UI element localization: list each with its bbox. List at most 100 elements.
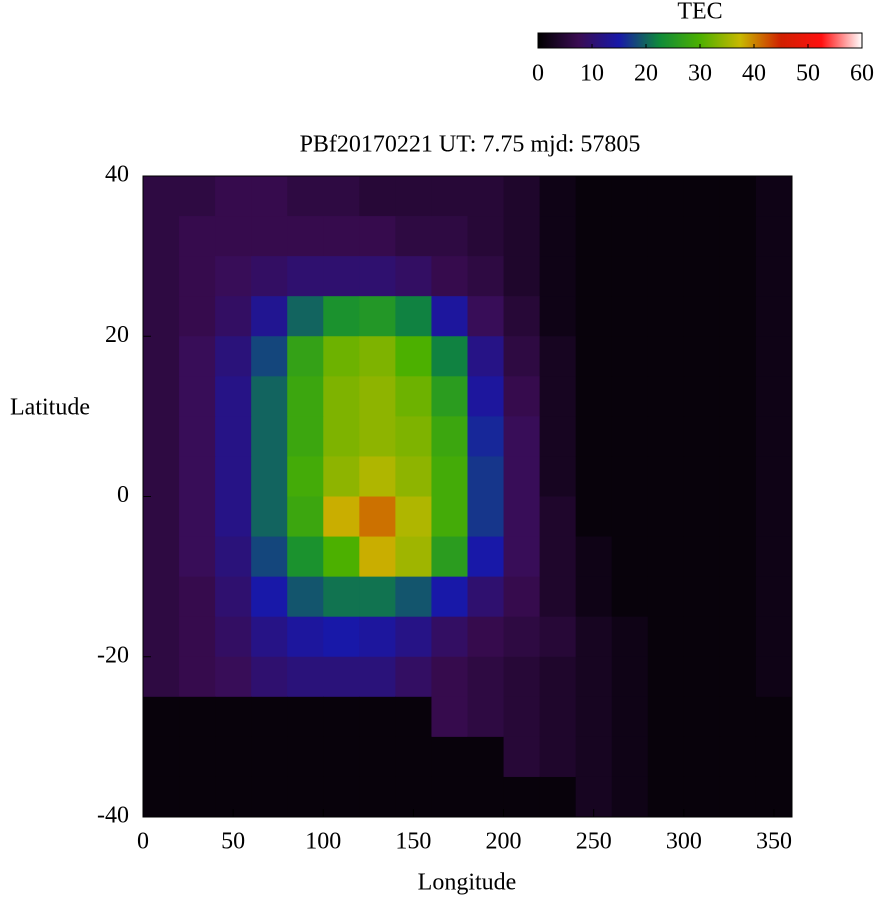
heatmap-cell [539, 656, 577, 698]
heatmap-cell [575, 736, 613, 778]
heatmap-cell [143, 616, 180, 658]
heatmap-cell [395, 216, 432, 257]
heatmap-cell [323, 416, 360, 457]
heatmap-cell [251, 336, 288, 377]
heatmap-cell [431, 576, 468, 618]
heatmap-cell [323, 536, 360, 578]
colorbar-tick-label: 40 [742, 61, 766, 87]
heatmap-cell [539, 696, 577, 738]
heatmap-cell [719, 216, 757, 257]
x-tick-label: 300 [666, 829, 702, 855]
heatmap-cell [215, 416, 252, 457]
heatmap-cell [251, 376, 288, 417]
heatmap-cell [215, 496, 252, 538]
heatmap-cell [323, 576, 360, 618]
heatmap [143, 176, 793, 818]
heatmap-cell [755, 616, 793, 658]
heatmap-cell [431, 736, 468, 778]
heatmap-cell [251, 176, 288, 217]
heatmap-cell [719, 736, 757, 778]
heatmap-cell [755, 416, 793, 457]
heatmap-cell [215, 536, 252, 578]
heatmap-cell [431, 216, 468, 257]
heatmap-cell [467, 216, 505, 257]
heatmap-cell [647, 176, 685, 217]
heatmap-cell [359, 216, 396, 257]
heatmap-cell [359, 336, 396, 377]
heatmap-cell [215, 576, 252, 618]
heatmap-cell [395, 656, 432, 698]
heatmap-cell [611, 576, 649, 618]
heatmap-cell [431, 376, 468, 417]
heatmap-cell [323, 176, 360, 217]
colorbar-tick-label: 0 [532, 61, 544, 87]
heatmap-cell [179, 776, 216, 818]
heatmap-cell [431, 496, 468, 538]
heatmap-cell [215, 216, 252, 257]
heatmap-cell [647, 576, 685, 618]
heatmap-cell [215, 256, 252, 297]
heatmap-cell [575, 336, 613, 377]
heatmap-cell [611, 656, 649, 698]
heatmap-cell [215, 336, 252, 377]
heatmap-cell [755, 536, 793, 578]
heatmap-cell [359, 616, 396, 658]
heatmap-cell [395, 536, 432, 578]
heatmap-cell [287, 736, 324, 778]
heatmap-cell [251, 576, 288, 618]
heatmap-cell [359, 536, 396, 578]
heatmap-cell [359, 696, 396, 738]
heatmap-cell [287, 296, 324, 337]
heatmap-cell [539, 536, 577, 578]
heatmap-cell [503, 776, 541, 818]
heatmap-cell [251, 496, 288, 538]
heatmap-cell [251, 616, 288, 658]
heatmap-cell [719, 456, 757, 497]
heatmap-cell [179, 176, 216, 217]
heatmap-cell [503, 536, 541, 578]
heatmap-cell [719, 696, 757, 738]
heatmap-cell [683, 336, 721, 377]
colorbar-tick-label: 60 [850, 61, 874, 87]
heatmap-cell [611, 496, 649, 538]
x-tick-label: 250 [576, 829, 612, 855]
heatmap-cell [251, 416, 288, 457]
colorbar-label: TEC [677, 0, 722, 25]
heatmap-cell [323, 496, 360, 538]
heatmap-cell [755, 696, 793, 738]
heatmap-cell [179, 616, 216, 658]
heatmap-cell [431, 296, 468, 337]
heatmap-cell [647, 776, 685, 818]
heatmap-cell [755, 576, 793, 618]
heatmap-cell [755, 176, 793, 217]
heatmap-cell [539, 456, 577, 497]
heatmap-cell [683, 536, 721, 578]
x-tick-label: 100 [305, 829, 341, 855]
colorbar-tick-label: 20 [634, 61, 658, 87]
heatmap-cell [359, 656, 396, 698]
x-tick-label: 200 [486, 829, 522, 855]
heatmap-cell [431, 256, 468, 297]
heatmap-cell [575, 696, 613, 738]
heatmap-cell [611, 176, 649, 217]
heatmap-cell [575, 256, 613, 297]
y-tick-label: 40 [105, 162, 129, 188]
heatmap-cell [395, 176, 432, 217]
heatmap-cell [395, 296, 432, 337]
heatmap-cell [287, 616, 324, 658]
heatmap-cell [503, 216, 541, 257]
heatmap-cell [683, 256, 721, 297]
y-tick-label: 0 [117, 482, 129, 508]
heatmap-cell [575, 496, 613, 538]
heatmap-cell [575, 616, 613, 658]
heatmap-cell [575, 576, 613, 618]
heatmap-cell [611, 736, 649, 778]
heatmap-cell [719, 176, 757, 217]
heatmap-cell [179, 536, 216, 578]
heatmap-cell [287, 376, 324, 417]
heatmap-cell [755, 256, 793, 297]
heatmap-cell [287, 456, 324, 497]
heatmap-cell [323, 376, 360, 417]
heatmap-cell [503, 456, 541, 497]
heatmap-cell [215, 696, 252, 738]
